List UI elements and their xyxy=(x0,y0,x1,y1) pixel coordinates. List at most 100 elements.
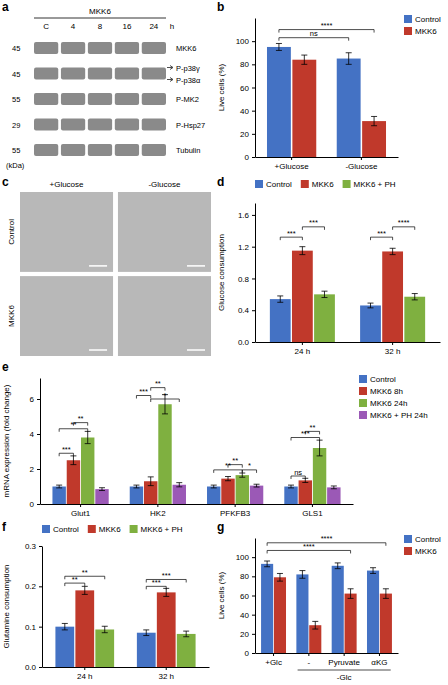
blot-band xyxy=(61,93,85,105)
x-tick: Glut1 xyxy=(71,504,91,518)
error-bar xyxy=(82,586,88,594)
blot-band xyxy=(142,119,166,131)
lane-label: 24 xyxy=(149,22,158,31)
panel-label: f xyxy=(2,520,7,534)
error-bar xyxy=(277,573,283,581)
x-tick-label: +Glc xyxy=(265,658,282,667)
y-axis-line xyxy=(255,539,256,654)
error-bar xyxy=(143,630,149,636)
bar xyxy=(314,294,335,342)
row-label: Control xyxy=(7,219,16,245)
y-tick: 6 xyxy=(30,395,40,404)
error-bar xyxy=(370,568,376,574)
significance-label: ** xyxy=(155,379,161,388)
image-placeholder xyxy=(20,276,113,356)
y-tick-mark xyxy=(252,576,255,577)
x-tick: 24 h xyxy=(77,667,93,681)
x-tick-label: 24 h xyxy=(77,672,93,681)
legend-swatch xyxy=(301,180,309,188)
significance-label: *** xyxy=(162,571,171,580)
x-tick: 32 h xyxy=(385,342,401,356)
bar xyxy=(313,448,326,504)
x-tick: -Glucose xyxy=(345,157,378,171)
x-tick-label: PFKFB3 xyxy=(220,509,251,518)
y-tick-label: 0.0 xyxy=(25,663,37,672)
legend-swatch xyxy=(404,547,412,555)
blot-band xyxy=(34,119,58,131)
panel-label: e xyxy=(2,360,9,374)
legend-label: Control xyxy=(53,525,79,534)
bar xyxy=(158,404,171,504)
legend-swatch xyxy=(359,411,367,419)
y-tick-label: 40 xyxy=(240,611,249,620)
legend-swatch xyxy=(130,525,138,533)
y-tick-label: 40 xyxy=(240,107,249,116)
bar xyxy=(52,487,65,505)
y-tick: 0.0 xyxy=(25,663,42,672)
y-tick-mark xyxy=(252,41,255,42)
x-tick-label: -Glucose xyxy=(345,162,378,171)
legend-swatch xyxy=(404,27,412,35)
band-label: MKK6 xyxy=(176,44,196,53)
y-tick: 40 xyxy=(240,611,255,620)
x-tick-label: 24 h xyxy=(295,347,311,356)
y-tick-mark xyxy=(252,247,255,248)
x-axis-line xyxy=(256,157,399,158)
legend: ControlMKK6 xyxy=(404,15,441,36)
y-axis-title: Glutamine consumption xyxy=(2,564,11,648)
y-axis-title: Live cells (%) xyxy=(217,571,226,619)
x-tick-label: αKG xyxy=(371,658,387,667)
x-tick-mark xyxy=(80,504,81,507)
x-axis: 24 h 32 h xyxy=(256,342,441,356)
kda-label: 29 xyxy=(12,121,20,130)
x-tick-mark xyxy=(392,342,393,345)
bar xyxy=(95,489,108,504)
y-axis-title: Glucose consumption xyxy=(217,234,226,311)
error-bar xyxy=(299,571,305,579)
y-tick-mark xyxy=(39,627,42,628)
x-tick: 24 h xyxy=(295,342,311,356)
lane-label: 4 xyxy=(71,22,76,31)
bar xyxy=(221,479,234,504)
y-tick-mark xyxy=(39,546,42,547)
y-axis-title: mRNA expression (fold change) xyxy=(2,384,11,497)
x-axis: 24 h32 h xyxy=(43,667,210,681)
y-axis: 0.00.40.81.21.6 xyxy=(238,204,256,348)
x-tick: - xyxy=(308,653,311,667)
bar xyxy=(337,59,361,157)
x-tick: +Glc xyxy=(265,653,282,667)
y-tick: 0 xyxy=(245,153,255,162)
error-bar xyxy=(412,294,418,300)
y-axis-line xyxy=(42,547,43,668)
image-panel: c+Glucose-GlucoseControlMKK6 xyxy=(2,175,211,356)
error-bar xyxy=(288,485,294,488)
bar xyxy=(274,577,286,653)
image-placeholder xyxy=(118,276,211,356)
y-axis-line xyxy=(255,204,256,343)
y-tick-mark xyxy=(252,64,255,65)
scale-bar xyxy=(89,349,107,351)
legend: ControlMKK6 8hMKK6 24hMKK6 + PH 24h xyxy=(359,375,428,420)
panel-label: d xyxy=(217,175,224,189)
y-tick-label: 0.0 xyxy=(238,338,250,347)
x-tick-label: GLS1 xyxy=(302,509,323,518)
band-label: P-p38γ xyxy=(176,64,200,73)
legend-label: Control xyxy=(415,535,441,544)
y-tick: 100 xyxy=(236,37,255,46)
significance-label: **** xyxy=(398,218,410,227)
y-tick-mark xyxy=(39,667,42,668)
band-label: P-MK2 xyxy=(176,95,199,104)
bar xyxy=(261,564,273,653)
y-tick-label: 1.2 xyxy=(238,243,250,252)
y-tick-mark xyxy=(37,504,40,505)
significance-label: **** xyxy=(321,21,333,30)
y-tick-label: 0.3 xyxy=(25,542,37,551)
error-bar xyxy=(348,589,354,599)
y-tick-label: 0 xyxy=(245,153,250,162)
y-tick-mark xyxy=(252,278,255,279)
x-tick-label: Pyruvate xyxy=(328,658,360,667)
y-tick: 80 xyxy=(240,572,255,581)
legend: ControlMKK6 xyxy=(404,535,441,556)
error-bar xyxy=(383,589,389,599)
y-tick-mark xyxy=(252,111,255,112)
